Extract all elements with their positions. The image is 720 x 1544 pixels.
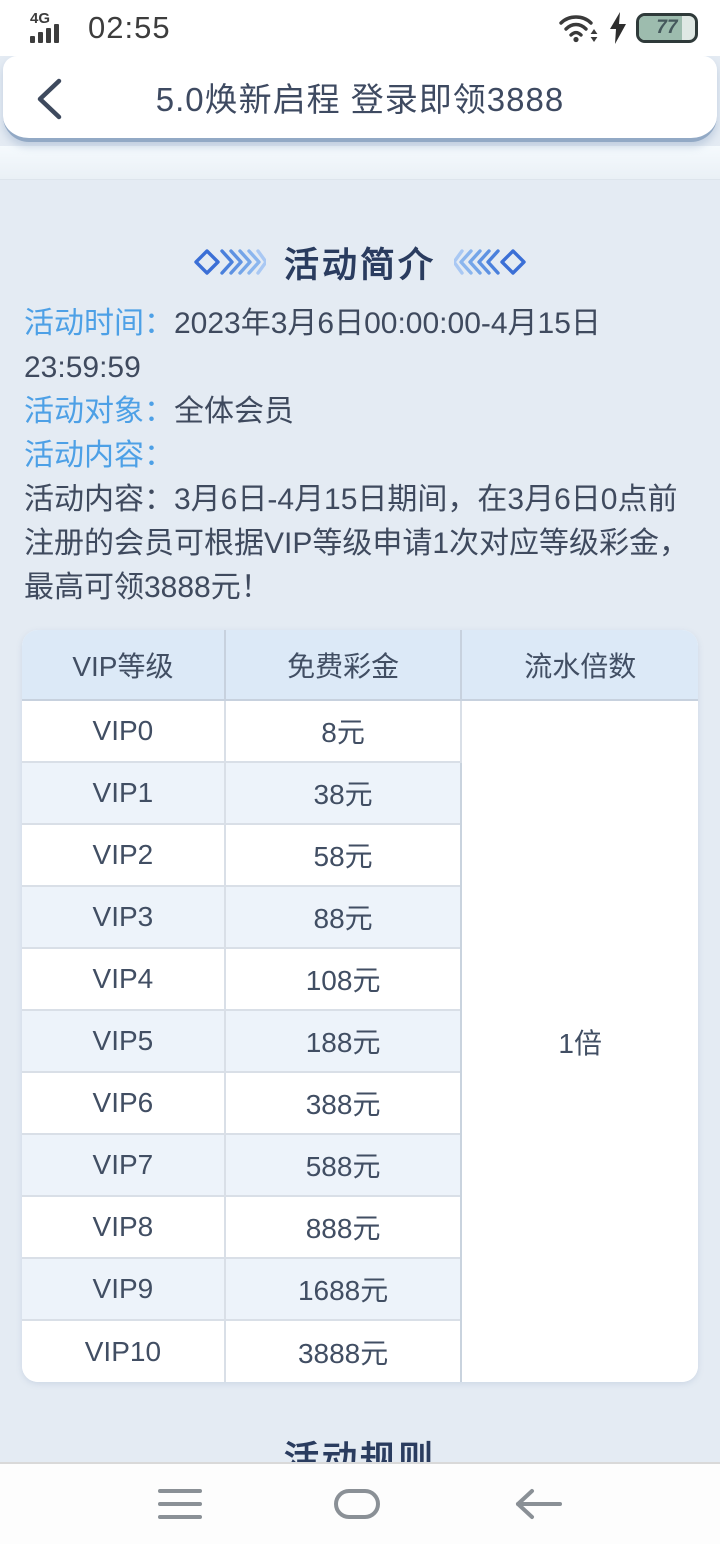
charging-bolt-icon bbox=[610, 12, 626, 44]
col-header-free-bonus: 免费彩金 bbox=[223, 630, 463, 701]
network-type-label: 4G bbox=[30, 10, 51, 27]
activity-time-value: 2023年3月6日00:00:00-4月15日23:59:59 bbox=[24, 307, 601, 384]
bonus-amount-cell: 88元 bbox=[223, 885, 462, 949]
bonus-amount-cell: 188元 bbox=[223, 1009, 462, 1073]
menu-button[interactable] bbox=[158, 1489, 202, 1519]
vip-level-cell: VIP1 bbox=[22, 761, 226, 825]
back-chevron-icon[interactable] bbox=[31, 76, 71, 122]
table-row: VIP1 38元 bbox=[22, 761, 698, 825]
col-header-turnover: 流水倍数 bbox=[460, 630, 698, 701]
table-row: VIP0 8元 1倍 bbox=[22, 699, 698, 1382]
page-title: 5.0焕新启程 登录即领3888 bbox=[155, 81, 565, 118]
activity-time-line: 活动时间：2023年3月6日00:00:00-4月15日23:59:59 bbox=[24, 302, 696, 390]
back-button[interactable] bbox=[512, 1488, 564, 1520]
status-left: 4G 02:55 bbox=[30, 10, 171, 46]
table-row: VIP4 108元 bbox=[22, 947, 698, 1011]
vip-level-cell: VIP3 bbox=[22, 885, 226, 949]
battery-icon: 77 bbox=[636, 13, 698, 43]
table-row: VIP8 888元 bbox=[22, 1195, 698, 1259]
vip-table-body: VIP0 8元 1倍 VIP1 38元 VIP2 58元 VIP3 88元 VIP4 108元 VIP… bbox=[22, 699, 698, 1382]
vip-level-cell: VIP7 bbox=[22, 1133, 226, 1197]
table-row: VIP9 1688元 bbox=[22, 1257, 698, 1321]
battery-fill bbox=[639, 16, 683, 40]
bonus-amount-cell: 388元 bbox=[223, 1071, 462, 1135]
vip-level-cell: VIP9 bbox=[22, 1257, 226, 1321]
bonus-amount-cell: 888元 bbox=[223, 1195, 462, 1259]
activity-time-label: 活动时间： bbox=[24, 307, 174, 340]
home-button[interactable] bbox=[334, 1489, 380, 1519]
table-header-row: VIP等级 免费彩金 流水倍数 bbox=[22, 630, 698, 701]
section-header-intro: 活动简介 bbox=[0, 240, 720, 285]
col-header-vip-level: VIP等级 bbox=[22, 630, 226, 701]
status-bar: 4G 02:55 77 bbox=[0, 0, 720, 56]
bonus-amount-cell: 8元 bbox=[223, 699, 463, 763]
vip-bonus-table: VIP等级 免费彩金 流水倍数 VIP0 8元 1倍 VIP1 38元 VIP2 58元 VI… bbox=[22, 630, 698, 1382]
bonus-amount-cell: 38元 bbox=[223, 761, 462, 825]
activity-content-label: 活动内容： bbox=[24, 439, 174, 472]
bonus-amount-cell: 3888元 bbox=[223, 1319, 462, 1382]
android-nav-bar bbox=[0, 1462, 720, 1544]
table-row: VIP10 3888元 bbox=[22, 1319, 698, 1382]
clock-time: 02:55 bbox=[88, 10, 171, 45]
activity-content-paragraph: 活动内容：3月6日-4月15日期间，在3月6日0点前注册的会员可根据VIP等级申… bbox=[24, 483, 690, 604]
vip-bonus-table-card: VIP等级 免费彩金 流水倍数 VIP0 8元 1倍 VIP1 38元 VIP2 58元 VI… bbox=[22, 630, 698, 1382]
table-row: VIP6 388元 bbox=[22, 1071, 698, 1135]
vip-level-cell: VIP8 bbox=[22, 1195, 226, 1259]
page-content: 活动简介 活动时间：2023年3月6日00:00:00-4月15日23:59:5… bbox=[0, 180, 720, 1479]
bonus-amount-cell: 108元 bbox=[223, 947, 462, 1011]
vip-level-cell: VIP4 bbox=[22, 947, 226, 1011]
status-right: 77 bbox=[558, 11, 698, 45]
vip-level-cell: VIP10 bbox=[22, 1319, 226, 1382]
wifi-icon bbox=[559, 15, 598, 43]
table-row: VIP7 588元 bbox=[22, 1133, 698, 1197]
battery-percent: 77 bbox=[656, 17, 678, 38]
activity-audience-value: 全体会员 bbox=[174, 395, 294, 428]
activity-info: 活动时间：2023年3月6日00:00:00-4月15日23:59:59 活动对… bbox=[24, 302, 696, 610]
vip-level-cell: VIP0 bbox=[22, 699, 226, 763]
header-glow-strip bbox=[0, 146, 720, 180]
activity-audience-label: 活动对象： bbox=[24, 395, 174, 428]
vip-level-cell: VIP6 bbox=[22, 1071, 226, 1135]
vip-level-cell: VIP2 bbox=[22, 823, 226, 887]
table-row: VIP5 188元 bbox=[22, 1009, 698, 1073]
decor-arrow-left bbox=[69, 249, 266, 275]
cell-signal-icon: 4G bbox=[30, 10, 76, 46]
turnover-merged-cell: 1倍 bbox=[460, 699, 698, 1382]
activity-audience-line: 活动对象：全体会员 bbox=[24, 390, 696, 434]
decor-arrow-right bbox=[454, 249, 650, 275]
bonus-amount-cell: 588元 bbox=[223, 1133, 462, 1197]
bonus-amount-cell: 58元 bbox=[223, 823, 462, 887]
section-title: 活动简介 bbox=[283, 245, 436, 285]
bonus-amount-cell: 1688元 bbox=[223, 1257, 462, 1321]
table-row: VIP3 88元 bbox=[22, 885, 698, 949]
table-row: VIP2 58元 bbox=[22, 823, 698, 887]
activity-content-label-line: 活动内容： bbox=[24, 434, 696, 478]
signal-bars-icon bbox=[30, 24, 59, 43]
vip-level-cell: VIP5 bbox=[22, 1009, 226, 1073]
nav-bar: 5.0焕新启程 登录即领3888 bbox=[3, 56, 717, 142]
